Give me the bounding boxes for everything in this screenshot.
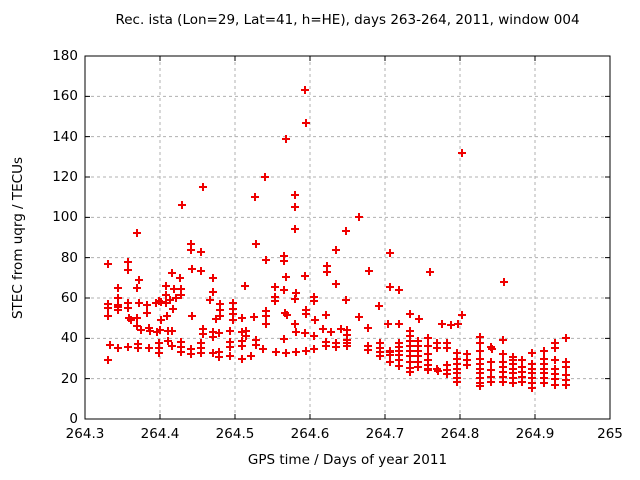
y-tick-label: 160 — [52, 88, 78, 105]
axis-ticks — [84, 55, 611, 420]
y-tick-label: 40 — [60, 330, 78, 347]
y-tick-label: 180 — [52, 48, 78, 64]
plot-border — [84, 55, 611, 420]
x-tick-label: 264.7 — [365, 426, 405, 442]
x-tick-label: 265 — [597, 426, 623, 442]
y-tick-label: 140 — [52, 128, 78, 145]
y-tick-label: 100 — [52, 209, 78, 226]
y-tick-label: 80 — [60, 249, 78, 266]
x-tick-label: 264.3 — [65, 426, 105, 442]
y-tick-label: 20 — [60, 370, 78, 387]
y-tick-label: 120 — [52, 169, 78, 185]
x-tick-label: 264.4 — [140, 426, 180, 442]
x-axis-label: GPS time / Days of year 2011 — [247, 452, 448, 468]
scatter-points — [104, 86, 570, 392]
y-tick-label: 0 — [69, 411, 78, 427]
x-tick-label: 264.6 — [290, 426, 330, 442]
x-tick-label: 264.9 — [515, 426, 555, 442]
x-tick-label: 264.5 — [215, 426, 255, 442]
x-tick-label: 264.8 — [440, 426, 480, 442]
y-tick-label: 60 — [60, 290, 78, 306]
chart-title: Rec. ista (Lon=29, Lat=41, h=HE), days 2… — [115, 12, 580, 28]
